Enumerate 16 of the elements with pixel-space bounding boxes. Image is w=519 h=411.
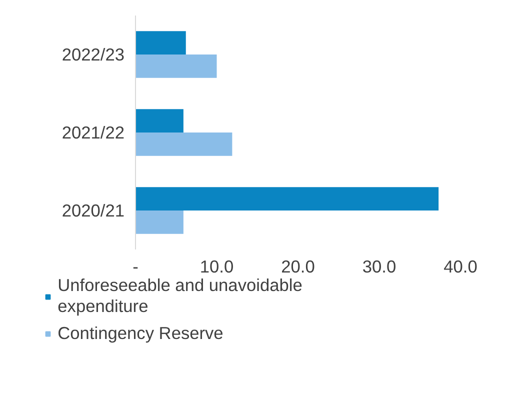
y-tick-label: 2022/23 — [62, 44, 125, 64]
x-tick-label: - — [132, 256, 138, 276]
x-tick-label: 20.0 — [281, 256, 315, 276]
bar — [136, 109, 184, 132]
x-tick-label: 40.0 — [444, 256, 478, 276]
x-tick-label: 10.0 — [200, 256, 234, 276]
bar — [136, 210, 184, 234]
x-tick-label: 30.0 — [362, 256, 396, 276]
y-tick-label: 2020/21 — [62, 200, 125, 220]
legend-label: Contingency Reserve — [58, 323, 224, 344]
legend-label: Unforeseeable and unavoidable expenditure — [58, 275, 302, 317]
y-tick-label: 2021/22 — [62, 122, 125, 142]
bar — [136, 187, 439, 210]
bar — [136, 31, 186, 54]
bar — [136, 54, 217, 78]
bar — [136, 132, 232, 156]
